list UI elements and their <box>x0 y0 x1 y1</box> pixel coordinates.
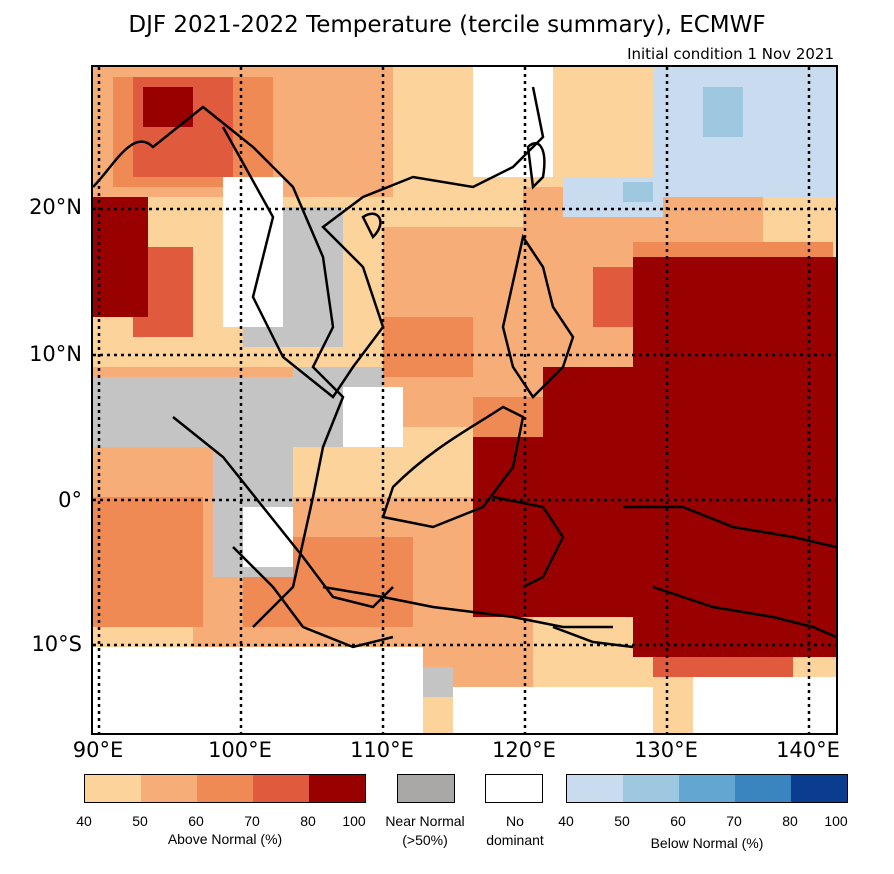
below-tick: 100 <box>824 813 848 829</box>
lon-label-90e: 90°E <box>72 738 124 762</box>
lat-label-20n: 20°N <box>29 195 82 219</box>
map-title: DJF 2021-2022 Temperature (tercile summa… <box>128 12 766 38</box>
below-tick: 80 <box>782 813 798 829</box>
near-normal-swatch <box>397 774 455 803</box>
lon-label-110e: 110°E <box>350 738 414 762</box>
initial-condition-label: Initial condition 1 Nov 2021 <box>627 45 834 63</box>
below-50-60-region <box>623 87 743 202</box>
lat-label-0: 0° <box>58 488 82 512</box>
no-dominant-region <box>93 67 836 733</box>
near-normal-sublabel: (>50%) <box>402 832 448 848</box>
above-tick: 60 <box>188 813 204 829</box>
no-dominant-sublabel: dominant <box>486 832 544 848</box>
lat-label-10n: 10°N <box>29 342 82 366</box>
below-tick: 40 <box>558 813 574 829</box>
near-normal-label: Near Normal <box>385 813 465 829</box>
forecast-map <box>93 67 836 733</box>
below-swatch-60-70 <box>679 775 735 802</box>
below-swatch-40-50 <box>567 775 623 802</box>
below-tick: 70 <box>726 813 742 829</box>
above-swatch-70-80 <box>253 775 309 802</box>
above-tick: 50 <box>132 813 148 829</box>
below-normal-label: Below Normal (%) <box>650 835 764 851</box>
below-swatch-70-80 <box>735 775 791 802</box>
below-swatch-50-60 <box>623 775 679 802</box>
lon-label-120e: 120°E <box>492 738 556 762</box>
above-normal-label: Above Normal (%) <box>167 831 283 847</box>
map-graphic <box>93 67 836 733</box>
below-tick: 50 <box>614 813 630 829</box>
lon-label-130e: 130°E <box>634 738 698 762</box>
graticule <box>93 67 836 733</box>
above-tick: 40 <box>76 813 92 829</box>
above-normal-colorbar <box>84 774 366 803</box>
above-swatch-60-70 <box>197 775 253 802</box>
coastlines <box>93 86 836 649</box>
lon-label-140e: 140°E <box>776 738 840 762</box>
below-normal-colorbar <box>566 774 848 803</box>
no-dominant-swatch <box>485 774 543 803</box>
lon-label-100e: 100°E <box>208 738 272 762</box>
above-tick: 70 <box>244 813 260 829</box>
above-tick: 80 <box>300 813 316 829</box>
above-swatch-40-50 <box>85 775 141 802</box>
no-dominant-label: No <box>506 813 524 829</box>
below-tick: 60 <box>670 813 686 829</box>
above-tick: 100 <box>342 813 366 829</box>
lat-label-10s: 10°S <box>31 632 82 656</box>
below-swatch-80-100 <box>791 775 847 802</box>
above-swatch-80-100 <box>309 775 365 802</box>
above-swatch-50-60 <box>141 775 197 802</box>
